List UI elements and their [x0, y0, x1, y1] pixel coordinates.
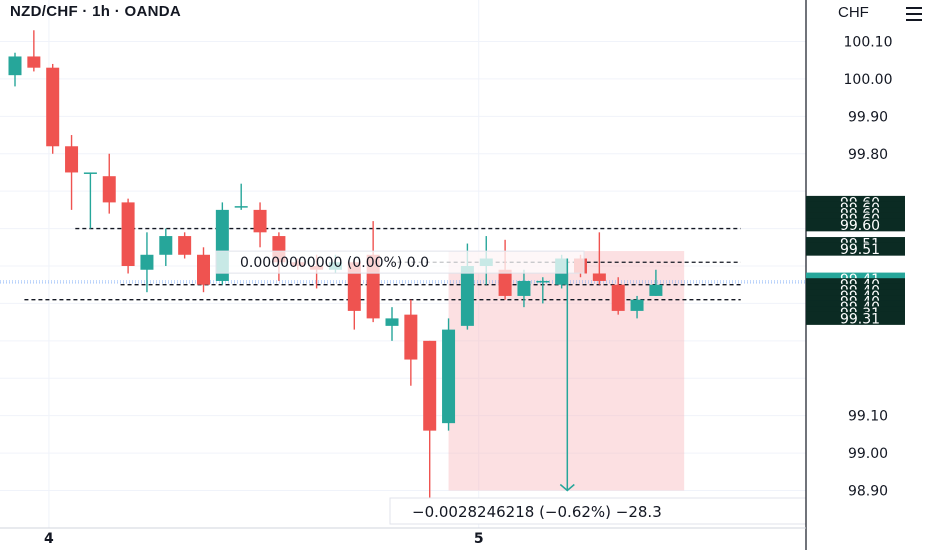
candle-body	[536, 280, 550, 283]
candle-body	[498, 269, 512, 296]
candle[interactable]	[27, 30, 41, 72]
candle[interactable]	[178, 232, 192, 259]
hamburger-menu-icon[interactable]	[906, 7, 922, 21]
candle-body	[592, 273, 606, 281]
candle[interactable]	[197, 247, 210, 293]
measure-label: −0.0028246218 (−0.62%) −28.3	[412, 503, 662, 521]
candle-body	[27, 56, 41, 68]
candle-body	[121, 202, 135, 266]
candle-body	[442, 329, 456, 424]
candle-body	[611, 284, 625, 311]
candle-body	[159, 236, 173, 255]
grid-layer	[0, 0, 806, 528]
measure-tool[interactable]: 0.0000000000 (0.00%) 0.0 −0.0028246218 (−…	[215, 250, 807, 525]
overlay-label: 0.0000000000 (0.00%) 0.0	[240, 255, 429, 271]
candle-body	[83, 172, 97, 174]
candle[interactable]	[611, 277, 625, 315]
price-badge-label: 99.31	[840, 311, 880, 327]
measure-arrow-icon	[559, 483, 575, 492]
candle-body	[8, 56, 22, 76]
x-tick-label: 5	[474, 531, 484, 547]
price-badge	[806, 311, 905, 325]
measure-label-box	[389, 497, 807, 525]
candle[interactable]	[536, 277, 550, 304]
axis-currency: CHF	[838, 4, 869, 21]
candle-body	[517, 280, 531, 296]
candle[interactable]	[404, 299, 418, 386]
candle[interactable]	[83, 172, 97, 229]
candle-body	[140, 254, 154, 270]
candle-body	[347, 262, 361, 311]
candle[interactable]	[140, 232, 154, 293]
candle[interactable]	[649, 269, 663, 296]
y-tick-label: 100.00	[844, 72, 893, 88]
candle[interactable]	[385, 307, 399, 341]
candle[interactable]	[159, 228, 173, 266]
price-labels: 99.6099.6099.6099.6099.6099.5199.5199.41…	[806, 195, 905, 327]
candle-body	[234, 206, 248, 208]
y-tick-label: 99.80	[848, 147, 888, 163]
candle-body	[460, 266, 474, 326]
candle-body	[197, 254, 210, 285]
candle-body	[178, 236, 192, 255]
candle-body	[385, 318, 399, 326]
candle[interactable]	[253, 202, 267, 248]
candle[interactable]	[517, 269, 531, 308]
y-tick-label: 100.10	[844, 35, 893, 51]
candle[interactable]	[442, 318, 456, 431]
chart-title: NZD/CHF · 1h · OANDA	[10, 3, 181, 20]
price-badge	[806, 218, 905, 232]
candles[interactable]	[8, 30, 663, 498]
candle-body	[46, 67, 60, 147]
candle[interactable]	[65, 135, 79, 210]
x-tick-label: 4	[44, 531, 54, 547]
zone-layer	[448, 251, 685, 491]
candle[interactable]	[423, 340, 437, 498]
candle-body	[253, 209, 267, 233]
overlay-label-box	[215, 250, 585, 274]
candle[interactable]	[8, 52, 22, 87]
candle-body	[65, 146, 79, 173]
candle[interactable]	[630, 295, 644, 319]
candle[interactable]	[46, 63, 60, 154]
candle[interactable]	[592, 232, 606, 285]
y-tick-label: 99.10	[848, 409, 888, 425]
candle-body	[649, 284, 663, 296]
candle-body	[423, 340, 437, 431]
candle-body	[630, 299, 644, 311]
candle-body	[102, 176, 116, 203]
y-tick-label: 99.00	[848, 446, 888, 462]
price-badge-label: 99.51	[840, 242, 880, 258]
price-badge	[806, 242, 905, 256]
price-badge-label: 99.60	[840, 218, 880, 234]
y-tick-label: 99.90	[848, 109, 888, 125]
y-tick-label: 98.90	[848, 484, 888, 500]
candle[interactable]	[234, 183, 248, 210]
candle-body	[404, 314, 418, 360]
candle[interactable]	[121, 198, 135, 274]
candle[interactable]	[102, 153, 116, 214]
range-zone	[448, 251, 685, 491]
